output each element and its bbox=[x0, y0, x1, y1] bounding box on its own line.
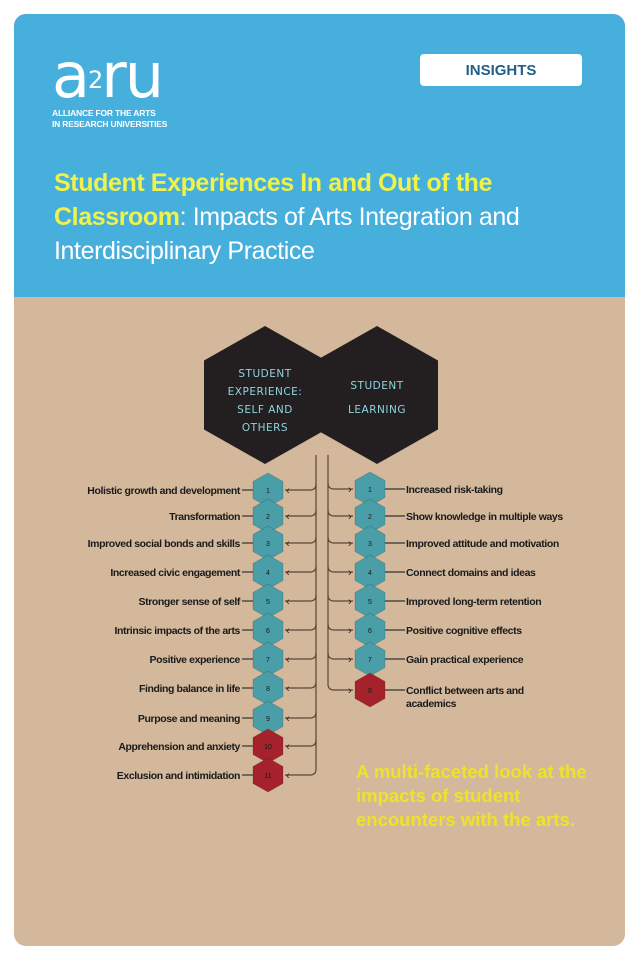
header: a2ru ALLIANCE FOR THE ARTS IN RESEARCH U… bbox=[14, 14, 625, 297]
connector-arrow bbox=[285, 483, 317, 491]
item-label: Show knowledge in multiple ways bbox=[406, 511, 563, 523]
insights-badge: INSIGHTS bbox=[420, 54, 582, 86]
item-label: Improved attitude and motivation bbox=[406, 538, 559, 550]
arrow-head: › bbox=[348, 567, 352, 579]
item-label: Transformation bbox=[169, 511, 240, 523]
item-hexagon bbox=[354, 672, 386, 708]
item-number: 2 bbox=[266, 514, 270, 521]
item-label: Purpose and meaning bbox=[138, 713, 240, 725]
arrow-head: ‹ bbox=[286, 511, 290, 523]
item-number: 7 bbox=[368, 657, 372, 664]
item-number: 1 bbox=[266, 488, 270, 495]
item-number: 5 bbox=[368, 599, 372, 606]
connector-arrow bbox=[327, 594, 353, 602]
hub-label-self: EXPERIENCE: bbox=[228, 386, 303, 398]
connector-arrow bbox=[327, 623, 353, 631]
item-number: 6 bbox=[368, 628, 372, 635]
arrow-head: › bbox=[348, 484, 352, 496]
item-label: Finding balance in life bbox=[139, 683, 241, 695]
tagline: A multi-faceted look at the impacts of s… bbox=[356, 761, 587, 830]
connector-arrow bbox=[285, 565, 317, 573]
item-number: 8 bbox=[266, 686, 270, 693]
arrow-head: › bbox=[348, 596, 352, 608]
item-label: Increased risk-taking bbox=[406, 484, 503, 496]
connector-arrow bbox=[327, 565, 353, 573]
arrow-head: ‹ bbox=[286, 654, 290, 666]
arrow-head: › bbox=[348, 538, 352, 550]
item-number: 4 bbox=[368, 570, 372, 577]
connector-arrow bbox=[285, 536, 317, 544]
title-subtitle: : Impacts of Arts Integration and Interd… bbox=[54, 203, 520, 265]
item-hexagon bbox=[252, 757, 284, 793]
arrow-head: › bbox=[348, 625, 352, 637]
logo-subtitle-1: ALLIANCE FOR THE ARTS bbox=[52, 108, 156, 118]
arrow-head: › bbox=[348, 685, 352, 697]
item-label: Holistic growth and development bbox=[87, 485, 241, 497]
item-number: 9 bbox=[266, 716, 270, 723]
item-number: 8 bbox=[368, 688, 372, 695]
item-label: Intrinsic impacts of the arts bbox=[114, 625, 240, 637]
connector-arrow bbox=[285, 739, 317, 747]
connector-arrow bbox=[327, 509, 353, 517]
item-label: Gain practical experience bbox=[406, 654, 524, 666]
connector-arrow bbox=[285, 681, 317, 689]
item-label: Conflict between arts and bbox=[406, 685, 524, 697]
arrow-head: ‹ bbox=[286, 741, 290, 753]
item-number: 1 bbox=[368, 487, 372, 494]
arrow-head: ‹ bbox=[286, 625, 290, 637]
arrow-head: › bbox=[348, 511, 352, 523]
item-number: 3 bbox=[266, 541, 270, 548]
connector-arrow bbox=[285, 711, 317, 719]
connector-arrow bbox=[327, 683, 353, 691]
item-label: Exclusion and intimidation bbox=[117, 770, 240, 782]
arrow-head: ‹ bbox=[286, 596, 290, 608]
hub-label-self: OTHERS bbox=[242, 422, 288, 434]
arrow-head: ‹ bbox=[286, 683, 290, 695]
item-label: Increased civic engagement bbox=[110, 567, 241, 579]
arrow-head: ‹ bbox=[286, 538, 290, 550]
item-number: 2 bbox=[368, 514, 372, 521]
hub-label-self: STUDENT bbox=[238, 368, 291, 380]
connector-arrow bbox=[285, 509, 317, 517]
item-number: 11 bbox=[264, 773, 271, 780]
item-label: Connect domains and ideas bbox=[406, 567, 536, 579]
item-number: 6 bbox=[266, 628, 270, 635]
hub-label-self: SELF AND bbox=[237, 404, 293, 416]
connector-arrow bbox=[327, 652, 353, 660]
a2ru-logo: a2ru ALLIANCE FOR THE ARTS IN RESEARCH U… bbox=[52, 39, 168, 130]
logo-subtitle-2: IN RESEARCH UNIVERSITIES bbox=[52, 119, 168, 129]
item-label: Improved social bonds and skills bbox=[88, 538, 241, 550]
cover: a2ru ALLIANCE FOR THE ARTS IN RESEARCH U… bbox=[14, 14, 625, 946]
hub-hexagon-learning bbox=[316, 326, 438, 464]
arrow-head: ‹ bbox=[286, 485, 290, 497]
item-number: 7 bbox=[266, 657, 270, 664]
hub-hexagon-self bbox=[204, 326, 326, 464]
connector-arrow bbox=[285, 652, 317, 660]
item-label: Apprehension and anxiety bbox=[118, 741, 240, 753]
item-number: 10 bbox=[264, 744, 272, 751]
item-number: 4 bbox=[266, 570, 270, 577]
item-number: 5 bbox=[266, 599, 270, 606]
item-label-cont: academics bbox=[406, 698, 457, 710]
title-highlight: Student Experiences In and Out of the Cl… bbox=[54, 169, 493, 231]
connector-arrow bbox=[285, 594, 317, 602]
item-label: Positive experience bbox=[150, 654, 241, 666]
hub-label-learning: STUDENT bbox=[350, 380, 403, 392]
arrow-head: ‹ bbox=[286, 713, 290, 725]
item-label: Improved long-term retention bbox=[406, 596, 541, 608]
item-label: Positive cognitive effects bbox=[406, 625, 522, 637]
item-number: 3 bbox=[368, 541, 372, 548]
arrow-head: ‹ bbox=[286, 770, 290, 782]
connector-arrow bbox=[327, 536, 353, 544]
connector-arrow bbox=[285, 768, 317, 776]
page-title: Student Experiences In and Out of the Cl… bbox=[54, 166, 574, 268]
arrow-head: ‹ bbox=[286, 567, 290, 579]
connector-arrow bbox=[327, 482, 353, 490]
hub-label-learning: LEARNING bbox=[348, 404, 406, 416]
arrow-head: › bbox=[348, 654, 352, 666]
connector-arrow bbox=[285, 623, 317, 631]
item-label: Stronger sense of self bbox=[139, 596, 241, 608]
